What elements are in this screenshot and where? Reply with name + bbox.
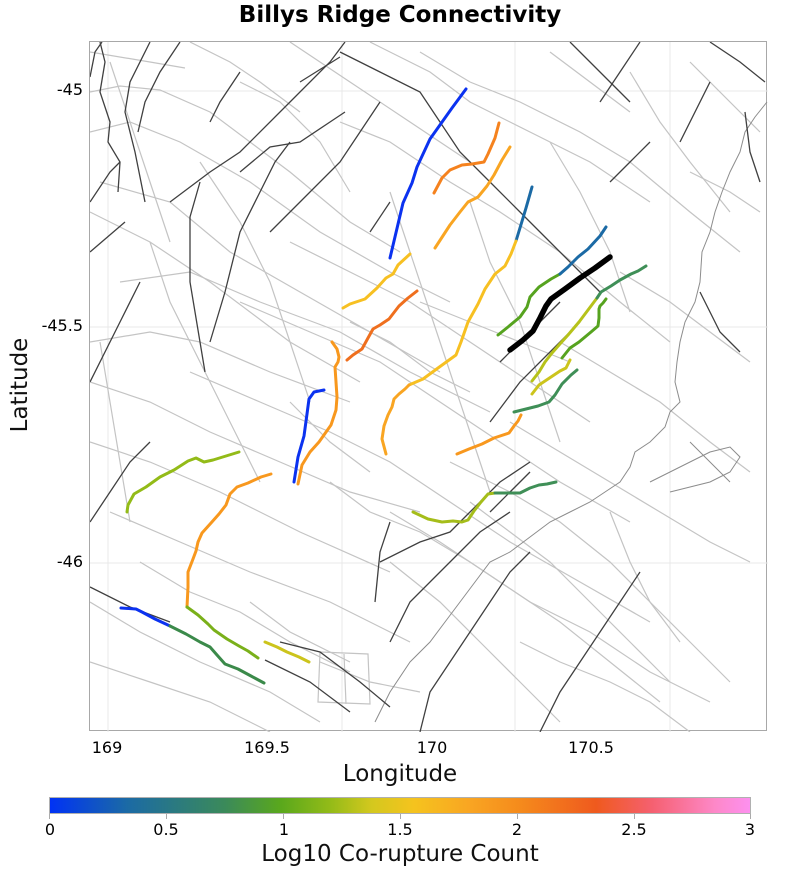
fault-orange-north (432, 121, 501, 195)
fault-seagreen-southeast (512, 368, 579, 414)
colorbar-tick (283, 814, 284, 819)
colorbar-label: Log10 Co-rupture Count (261, 841, 539, 867)
colorbar-tick (166, 814, 167, 819)
colorbar-tick (49, 814, 50, 819)
corupture-faults (119, 87, 648, 685)
fault-yellow-east (530, 358, 572, 396)
fault-teal-east (558, 225, 608, 276)
x-tick-label: 169.5 (244, 738, 290, 757)
fault-blue-central (292, 388, 326, 484)
x-axis-label: Longitude (342, 761, 458, 787)
fault-section-outlines (90, 42, 761, 732)
coastline (374, 101, 768, 723)
fault-yellow-long-central (407, 239, 518, 387)
fault-green-east (496, 272, 562, 337)
fault-green-east-2 (560, 297, 608, 360)
colorbar-tick-label: 0.5 (153, 820, 179, 839)
fault-blue-north (388, 87, 468, 260)
colorbar-tick (634, 814, 635, 819)
y-tick-label: -45.5 (41, 316, 83, 335)
fault-yellowgreen-east (530, 296, 599, 383)
y-tick-label: -45 (56, 80, 83, 99)
colorbar-tick (517, 814, 518, 819)
fault-map (90, 42, 768, 732)
colorbar-tick-label: 1.5 (387, 820, 413, 839)
fault-orange-central (296, 340, 341, 486)
chart-title: Billys Ridge Connectivity (238, 2, 562, 28)
fault-yellowgreen-southcentral (411, 491, 497, 524)
map-plot-area (89, 41, 768, 732)
x-tick-label: 170 (416, 738, 448, 757)
fault-orange-southeast (455, 413, 523, 456)
fault-orange-yellow-central (380, 383, 411, 456)
fault-blue-southwest (119, 606, 172, 628)
fault-green-south (185, 605, 260, 660)
fault-seagreen-southcentral (493, 480, 558, 495)
x-tick-label: 169 (91, 738, 123, 757)
fault-yellow-south (263, 640, 311, 664)
colorbar-tick-label: 1 (278, 820, 290, 839)
billys-ridge-target-fault (507, 254, 613, 353)
colorbar-tick-label: 3 (744, 820, 756, 839)
colorbar (49, 797, 751, 814)
colorbar-tick-label: 2 (511, 820, 523, 839)
fault-olive-west (125, 450, 241, 514)
fault-yellow-mid (341, 252, 412, 310)
fault-orange-yellow-long (433, 145, 512, 250)
colorbar-tick (400, 814, 401, 819)
colorbar-tick (750, 814, 751, 819)
x-tick-label: 170.5 (568, 738, 614, 757)
fault-teal-north (514, 185, 534, 243)
gridlines (90, 42, 768, 732)
fault-red-orange-mid (345, 289, 419, 362)
colorbar-tick-label: 0 (44, 820, 56, 839)
colorbar-tick-label: 2.5 (621, 820, 647, 839)
fault-orange-southwest (185, 472, 273, 609)
y-tick-label: -46 (56, 552, 83, 571)
fault-seagreen-southwest (168, 624, 266, 685)
y-axis-label: Latitude (7, 337, 33, 433)
fault-seagreen-east (595, 264, 648, 300)
